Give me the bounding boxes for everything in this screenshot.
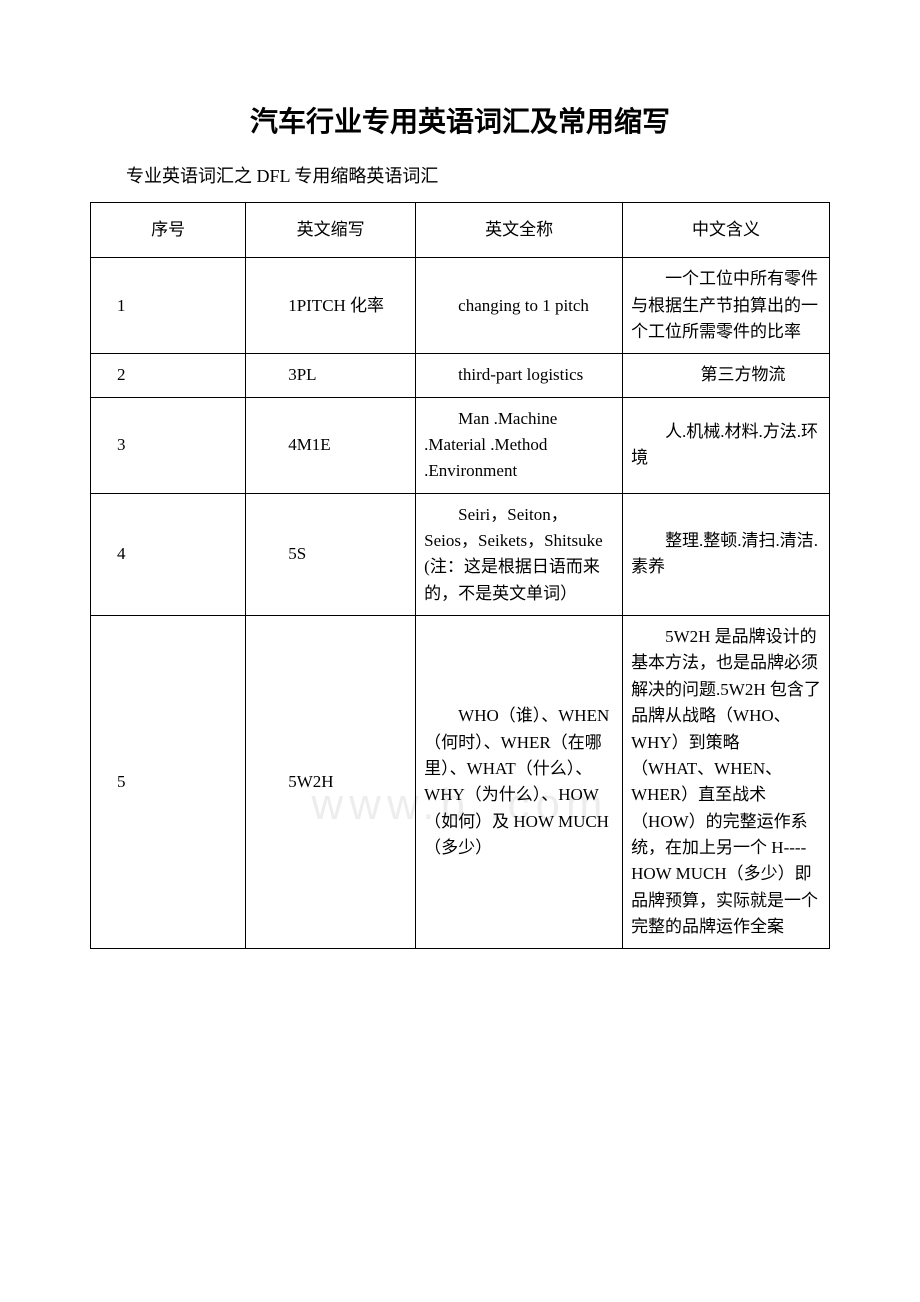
table-row: 5 5W2H WHO（谁）、WHEN（何时）、WHER（在哪里）、WHAT（什么… (91, 616, 830, 949)
col-full: 英文全称 (416, 203, 623, 258)
vocab-table: 序号 英文缩写 英文全称 中文含义 1 1PITCH 化率 changing t… (90, 202, 830, 949)
cell-seq: 4 (91, 493, 246, 615)
cell-mean: 第三方物流 (623, 354, 830, 397)
cell-full: WHO（谁）、WHEN（何时）、WHER（在哪里）、WHAT（什么）、WHY（为… (416, 616, 623, 949)
table-row: 1 1PITCH 化率 changing to 1 pitch 一个工位中所有零… (91, 258, 830, 354)
table-header-row: 序号 英文缩写 英文全称 中文含义 (91, 203, 830, 258)
cell-abbr: 4M1E (246, 397, 416, 493)
table-row: 3 4M1E Man .Machine .Material .Method .E… (91, 397, 830, 493)
table-body: 1 1PITCH 化率 changing to 1 pitch 一个工位中所有零… (91, 258, 830, 949)
page-subtitle: 专业英语词汇之 DFL 专用缩略英语词汇 (90, 162, 830, 188)
table-row: 2 3PL third-part logistics 第三方物流 (91, 354, 830, 397)
cell-abbr: 3PL (246, 354, 416, 397)
cell-abbr: 5W2H (246, 616, 416, 949)
cell-full: Man .Machine .Material .Method .Environm… (416, 397, 623, 493)
cell-seq: 2 (91, 354, 246, 397)
document-page: 汽车行业专用英语词汇及常用缩写 专业英语词汇之 DFL 专用缩略英语词汇 www… (90, 100, 830, 949)
col-seq: 序号 (91, 203, 246, 258)
col-mean: 中文含义 (623, 203, 830, 258)
cell-seq: 1 (91, 258, 246, 354)
cell-full: changing to 1 pitch (416, 258, 623, 354)
cell-mean: 一个工位中所有零件与根据生产节拍算出的一个工位所需零件的比率 (623, 258, 830, 354)
cell-mean: 人.机械.材料.方法.环境 (623, 397, 830, 493)
cell-mean: 5W2H 是品牌设计的基本方法，也是品牌必须解决的问题.5W2H 包含了品牌从战… (623, 616, 830, 949)
cell-seq: 5 (91, 616, 246, 949)
cell-seq: 3 (91, 397, 246, 493)
col-abbr: 英文缩写 (246, 203, 416, 258)
table-head: 序号 英文缩写 英文全称 中文含义 (91, 203, 830, 258)
cell-mean: 整理.整顿.清扫.清洁.素养 (623, 493, 830, 615)
page-title: 汽车行业专用英语词汇及常用缩写 (90, 100, 830, 140)
cell-abbr: 1PITCH 化率 (246, 258, 416, 354)
cell-abbr: 5S (246, 493, 416, 615)
table-row: 4 5S Seiri，Seiton，Seios，Seikets，Shitsuke… (91, 493, 830, 615)
cell-full: third-part logistics (416, 354, 623, 397)
cell-full: Seiri，Seiton，Seios，Seikets，Shitsuke (注：这… (416, 493, 623, 615)
